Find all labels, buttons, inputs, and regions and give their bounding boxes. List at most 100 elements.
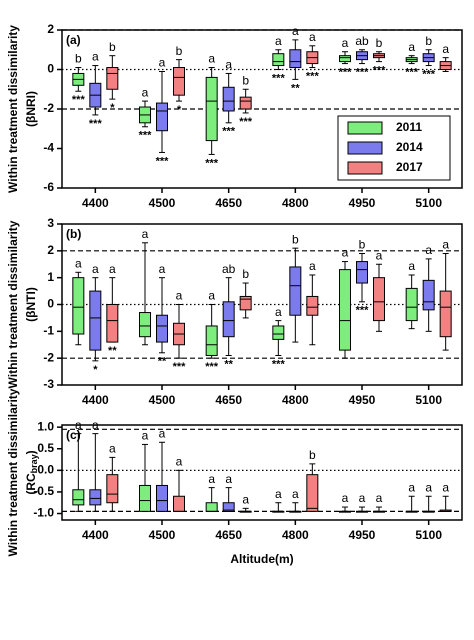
letter-label: a bbox=[442, 42, 449, 56]
x-tick-label: 4950 bbox=[349, 528, 376, 542]
box bbox=[89, 290, 102, 351]
significance-label: ** bbox=[291, 82, 300, 94]
significance-label: *** bbox=[156, 155, 170, 167]
box bbox=[289, 266, 302, 316]
letter-label: a bbox=[92, 50, 99, 64]
letter-label: a bbox=[442, 480, 449, 494]
legend-swatch bbox=[347, 141, 383, 155]
box bbox=[339, 269, 351, 351]
letter-label: a bbox=[442, 238, 449, 252]
x-tick-label: 5100 bbox=[415, 196, 442, 210]
x-tick-label: 4500 bbox=[149, 196, 176, 210]
letter-label: b bbox=[292, 232, 299, 246]
y-axis-title: Within treatment dissimilarity bbox=[6, 220, 20, 388]
letter-label: a bbox=[109, 442, 116, 456]
x-tick-label: 4650 bbox=[215, 393, 242, 407]
y-axis-title: Within treatment dissimilarity bbox=[6, 25, 20, 193]
x-tick-label: 5100 bbox=[415, 528, 442, 542]
y-axis-subtitle-part: ) bbox=[24, 450, 38, 454]
significance-label: *** bbox=[205, 157, 219, 169]
significance-label: * bbox=[110, 102, 115, 114]
x-tick-label: 4800 bbox=[282, 196, 309, 210]
letter-label: a bbox=[309, 259, 316, 273]
box bbox=[439, 290, 452, 338]
box bbox=[156, 314, 168, 343]
y-axis-subtitle-part: (RC bbox=[24, 473, 38, 495]
letter-label: b bbox=[376, 36, 383, 50]
x-tick-label: 4500 bbox=[149, 393, 176, 407]
letter-label: a bbox=[109, 262, 116, 276]
letter-label: a bbox=[359, 491, 366, 505]
letter-label: a bbox=[292, 487, 299, 501]
box bbox=[306, 474, 319, 512]
letter-label: a bbox=[159, 262, 166, 276]
significance-label: *** bbox=[89, 118, 103, 130]
x-tick-label: 4400 bbox=[82, 528, 109, 542]
y-tick-label: 3 bbox=[47, 216, 54, 230]
significance-label: *** bbox=[373, 65, 387, 77]
panel-label: (c) bbox=[66, 428, 81, 442]
significance-label: *** bbox=[272, 72, 286, 84]
letter-label: a bbox=[342, 36, 349, 50]
box bbox=[222, 301, 235, 338]
y-axis-subtitle: (βNTI) bbox=[24, 287, 38, 322]
letter-label: a bbox=[408, 480, 415, 494]
x-tick-label: 4950 bbox=[349, 196, 376, 210]
significance-label: *** bbox=[422, 68, 436, 80]
y-tick-label: 0.5 bbox=[37, 441, 54, 455]
letter-label: a bbox=[159, 426, 166, 440]
letter-label: b bbox=[75, 52, 82, 66]
panel-label: (b) bbox=[66, 227, 81, 241]
y-tick-label: -1.0 bbox=[33, 506, 54, 520]
letter-label: a bbox=[376, 248, 383, 262]
panel-label: (a) bbox=[66, 33, 81, 47]
letter-label: a bbox=[176, 289, 183, 303]
letter-label: a bbox=[275, 305, 282, 319]
y-axis-subtitle: (RCbray) bbox=[24, 450, 39, 494]
significance-label: * bbox=[93, 364, 98, 376]
letter-label: a bbox=[408, 259, 415, 273]
box bbox=[106, 474, 119, 504]
box bbox=[422, 279, 435, 311]
box bbox=[156, 484, 168, 512]
letter-label: a bbox=[425, 243, 432, 257]
significance-label: *** bbox=[405, 66, 419, 78]
box bbox=[156, 102, 168, 132]
box bbox=[222, 86, 235, 112]
y-tick-label: -2 bbox=[43, 350, 54, 364]
y-axis-title: Within treatment dissimilarity bbox=[6, 388, 20, 556]
box bbox=[205, 325, 218, 356]
y-tick-label: 0 bbox=[47, 62, 54, 76]
box bbox=[205, 502, 218, 512]
x-tick-label: 4500 bbox=[149, 528, 176, 542]
x-tick-label: 4950 bbox=[349, 393, 376, 407]
letter-label: a bbox=[142, 85, 149, 99]
significance-label: * bbox=[177, 104, 182, 116]
box bbox=[272, 325, 285, 340]
box bbox=[373, 277, 385, 322]
x-tick-label: 4400 bbox=[82, 393, 109, 407]
letter-label: b bbox=[309, 448, 316, 462]
letter-label: a bbox=[92, 262, 99, 276]
significance-label: *** bbox=[356, 66, 370, 78]
y-tick-label: -6 bbox=[43, 180, 54, 194]
box bbox=[139, 312, 151, 338]
y-tick-label: -3 bbox=[43, 377, 54, 391]
letter-label: a bbox=[208, 289, 215, 303]
box bbox=[289, 49, 302, 69]
box bbox=[173, 67, 185, 96]
y-tick-label: 2 bbox=[47, 243, 54, 257]
letter-label: b bbox=[242, 73, 249, 87]
legend-label: 2014 bbox=[396, 140, 423, 154]
letter-label: b bbox=[359, 238, 366, 252]
box bbox=[72, 277, 85, 335]
significance-label: ** bbox=[224, 358, 233, 370]
significance-label: ** bbox=[158, 356, 167, 368]
significance-label: *** bbox=[205, 361, 219, 373]
box bbox=[239, 96, 252, 110]
box bbox=[173, 495, 185, 512]
significance-label: *** bbox=[239, 116, 253, 128]
y-tick-label: 0 bbox=[47, 297, 54, 311]
y-tick-label: -0.5 bbox=[33, 484, 54, 498]
letter-label: a bbox=[75, 256, 82, 270]
